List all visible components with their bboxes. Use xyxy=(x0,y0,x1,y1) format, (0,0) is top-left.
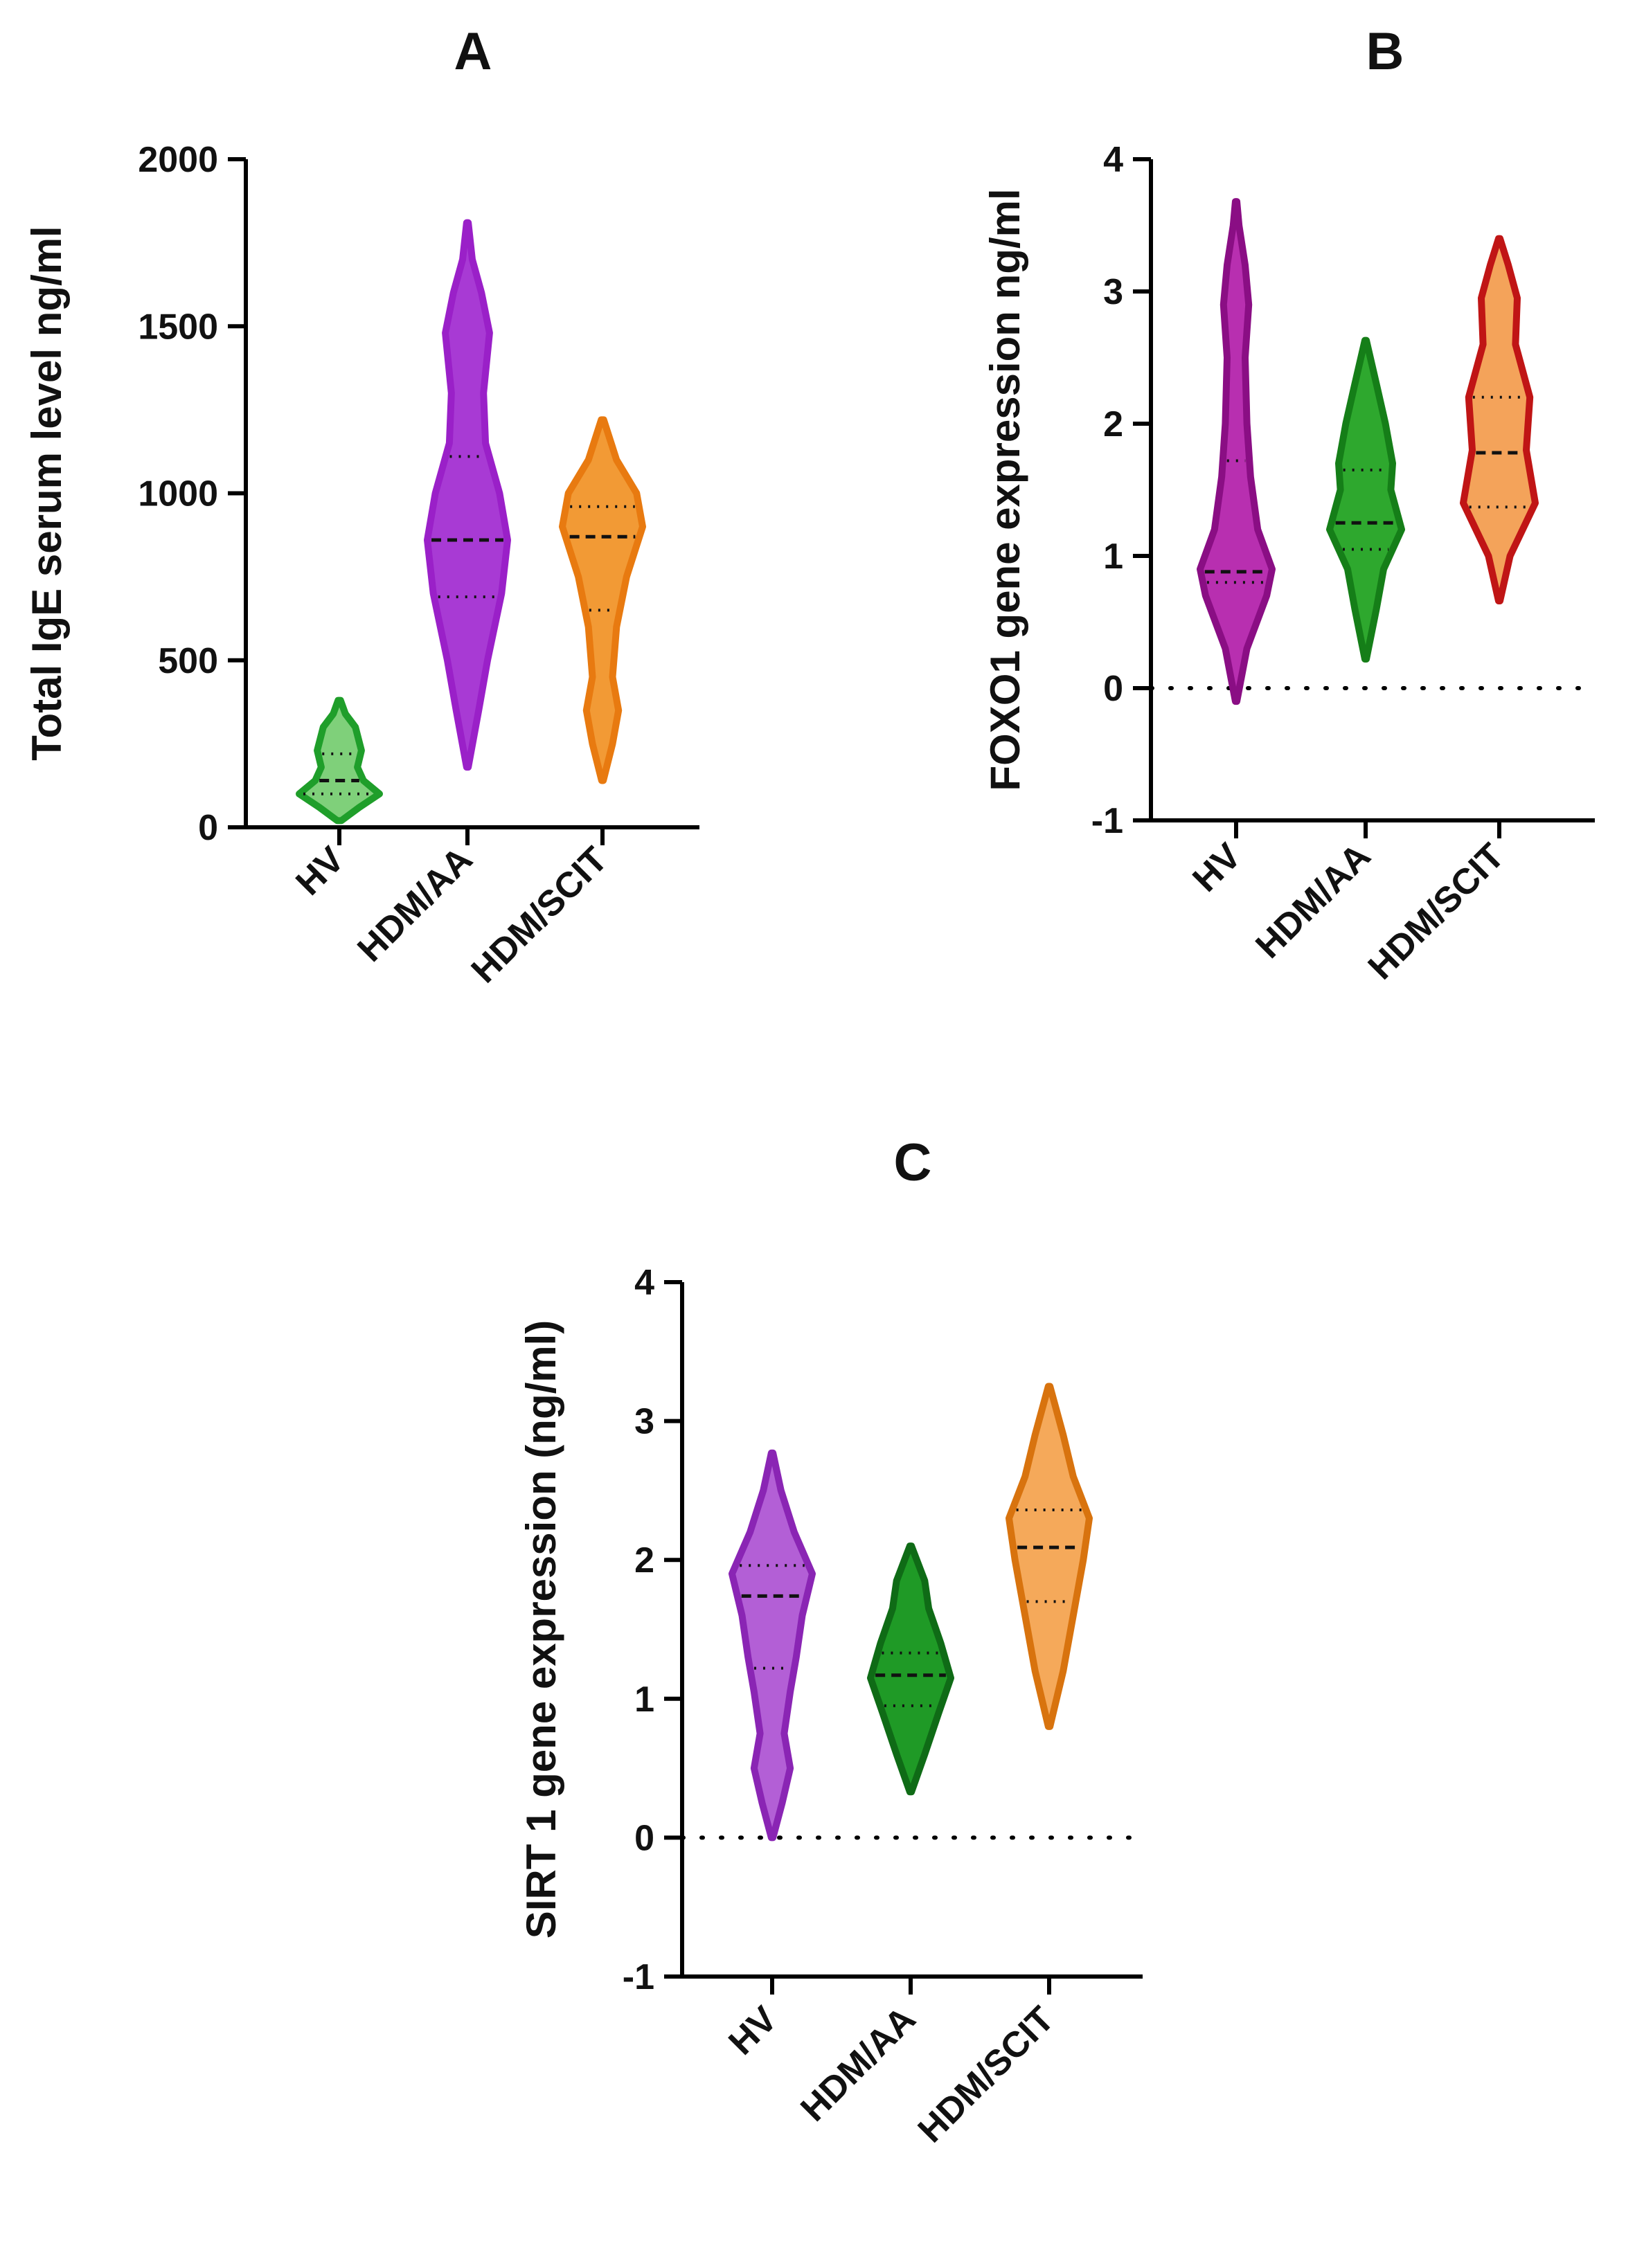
y-tick-label: 2 xyxy=(1103,404,1123,444)
x-category-label: HDM/AA xyxy=(350,839,480,969)
y-tick-label: 0 xyxy=(1103,669,1123,709)
panel-letter: A xyxy=(454,22,492,81)
y-tick-label: 1500 xyxy=(138,307,218,347)
violin-hdm-scit xyxy=(559,416,646,784)
y-tick-label: 0 xyxy=(198,808,218,848)
x-category-label: HV xyxy=(288,839,352,903)
x-category-label: HV xyxy=(1185,836,1249,899)
y-axis-label: SIRT 1 gene expression (ng/ml) xyxy=(518,1320,564,1939)
violin-hv xyxy=(1197,198,1276,705)
y-tick-label: -1 xyxy=(623,1957,654,1997)
x-category-label: HV xyxy=(721,1999,785,2062)
y-tick-label: 3 xyxy=(634,1402,654,1442)
violin-hv xyxy=(729,1449,816,1842)
panel-c: C SIRT 1 gene expression (ng/ml) -1 0 1 2 3 4 HV… xyxy=(518,1133,1145,2150)
y-tick-label: 1000 xyxy=(138,474,218,514)
y-tick-label: 2000 xyxy=(138,140,218,180)
panel-letter: C xyxy=(894,1133,932,1192)
panel-letter: B xyxy=(1366,22,1404,81)
violin-hdm-scit xyxy=(1006,1383,1093,1730)
x-category-label: HDM/SCIT xyxy=(1361,836,1512,987)
y-tick-label: 1 xyxy=(1103,537,1123,577)
y-tick-label: 4 xyxy=(634,1263,654,1303)
y-tick-label: 3 xyxy=(1103,272,1123,312)
y-tick-label: 4 xyxy=(1103,140,1123,180)
x-category-label: HDM/SCIT xyxy=(464,839,616,991)
x-category-label: HDM/AA xyxy=(793,1999,923,2129)
violin-hdm-scit xyxy=(1460,235,1539,604)
y-axis-label: FOXO1 gene expression ng/ml xyxy=(982,188,1028,791)
panel-a: A Total IgE serum level ng/ml 0 500 1000 1500… xyxy=(24,22,699,991)
violin-hdm-aa xyxy=(867,1542,954,1796)
y-tick-label: 2 xyxy=(634,1540,654,1581)
y-axis-label: Total IgE serum level ng/ml xyxy=(24,226,70,760)
violin-hdm-aa xyxy=(424,219,511,771)
y-tick-label: 0 xyxy=(634,1818,654,1858)
violin-hv xyxy=(296,696,383,825)
y-tick-label: -1 xyxy=(1091,801,1123,841)
y-tick-label: 1 xyxy=(634,1680,654,1720)
x-category-label: HDM/AA xyxy=(1248,836,1378,966)
y-tick-label: 500 xyxy=(158,641,218,681)
violin-hdm-aa xyxy=(1326,336,1405,663)
x-category-label: HDM/SCIT xyxy=(911,1999,1062,2150)
